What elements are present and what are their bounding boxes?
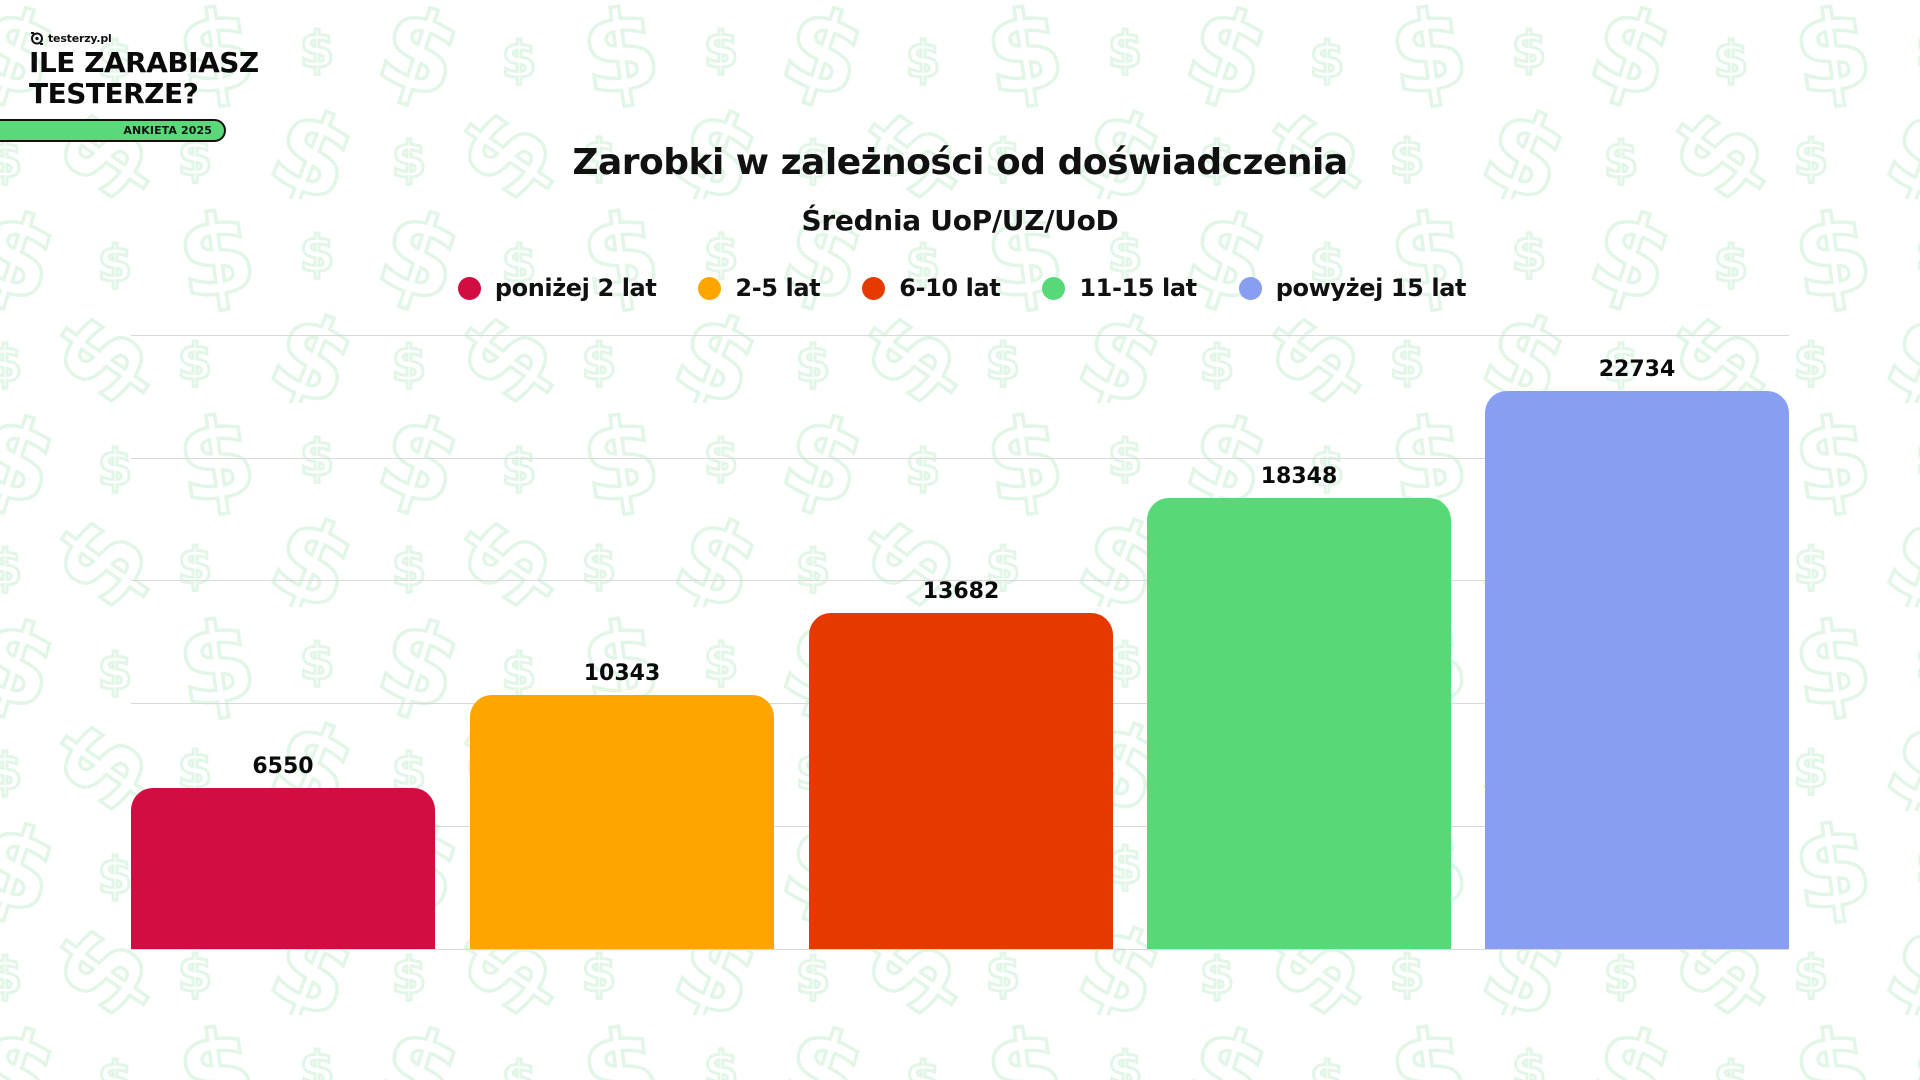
target-logo-icon [31, 32, 43, 45]
chart-subtitle: Średnia UoP/UZ/UoD [801, 204, 1119, 237]
legend-dot-icon [862, 276, 886, 300]
bar-chart-plot: 6550 10343 13682 18348 22734 [131, 335, 1789, 950]
survey-year-badge: ANKIETA 2025 [0, 119, 226, 142]
bar-under-2-years [131, 788, 435, 949]
brand-name: testerzy.pl [48, 31, 112, 45]
chart-title: Zarobki w zależności od doświadczenia [572, 142, 1348, 183]
legend-label: 6-10 lat [899, 274, 1001, 302]
bar-over-15-years [1485, 390, 1789, 949]
legend-item-under-2: poniżej 2 lat [457, 274, 657, 302]
legend-item-2-5: 2-5 lat [698, 274, 821, 302]
bar-11-15-years [1147, 498, 1451, 949]
legend-label: poniżej 2 lat [494, 274, 657, 302]
x-axis-baseline [131, 949, 1789, 950]
gridline-15000 [131, 580, 1789, 581]
survey-headline: ILE ZARABIASZ TESTERZE? [29, 47, 259, 109]
bar-2-5-years [470, 694, 774, 949]
chart-legend: poniżej 2 lat 2-5 lat 6-10 lat 11-15 lat… [0, 274, 1920, 302]
badge-label: ANKIETA 2025 [123, 124, 212, 137]
gridline-20000 [131, 458, 1789, 459]
bar-value-label: 6550 [252, 754, 314, 780]
legend-item-over-15: powyżej 15 lat [1238, 274, 1467, 302]
legend-label: 2-5 lat [735, 274, 821, 302]
legend-item-6-10: 6-10 lat [862, 274, 1001, 302]
bar-value-label: 22734 [1598, 356, 1676, 382]
gridline-25000 [131, 335, 1789, 336]
legend-dot-icon [457, 276, 481, 300]
legend-label: 11-15 lat [1079, 274, 1197, 302]
headline-line-2: TESTERZE? [29, 77, 199, 110]
bar-value-label: 10343 [583, 660, 661, 686]
headline-line-1: ILE ZARABIASZ [29, 46, 259, 79]
legend-dot-icon [1238, 276, 1262, 300]
legend-dot-icon [698, 276, 722, 300]
brand-logo: testerzy.pl [30, 31, 112, 45]
legend-item-11-15: 11-15 lat [1042, 274, 1197, 302]
bar-value-label: 18348 [1260, 464, 1338, 490]
legend-dot-icon [1042, 276, 1066, 300]
legend-label: powyżej 15 lat [1275, 274, 1467, 302]
bar-value-label: 13682 [922, 578, 1000, 604]
bar-6-10-years [809, 612, 1113, 949]
